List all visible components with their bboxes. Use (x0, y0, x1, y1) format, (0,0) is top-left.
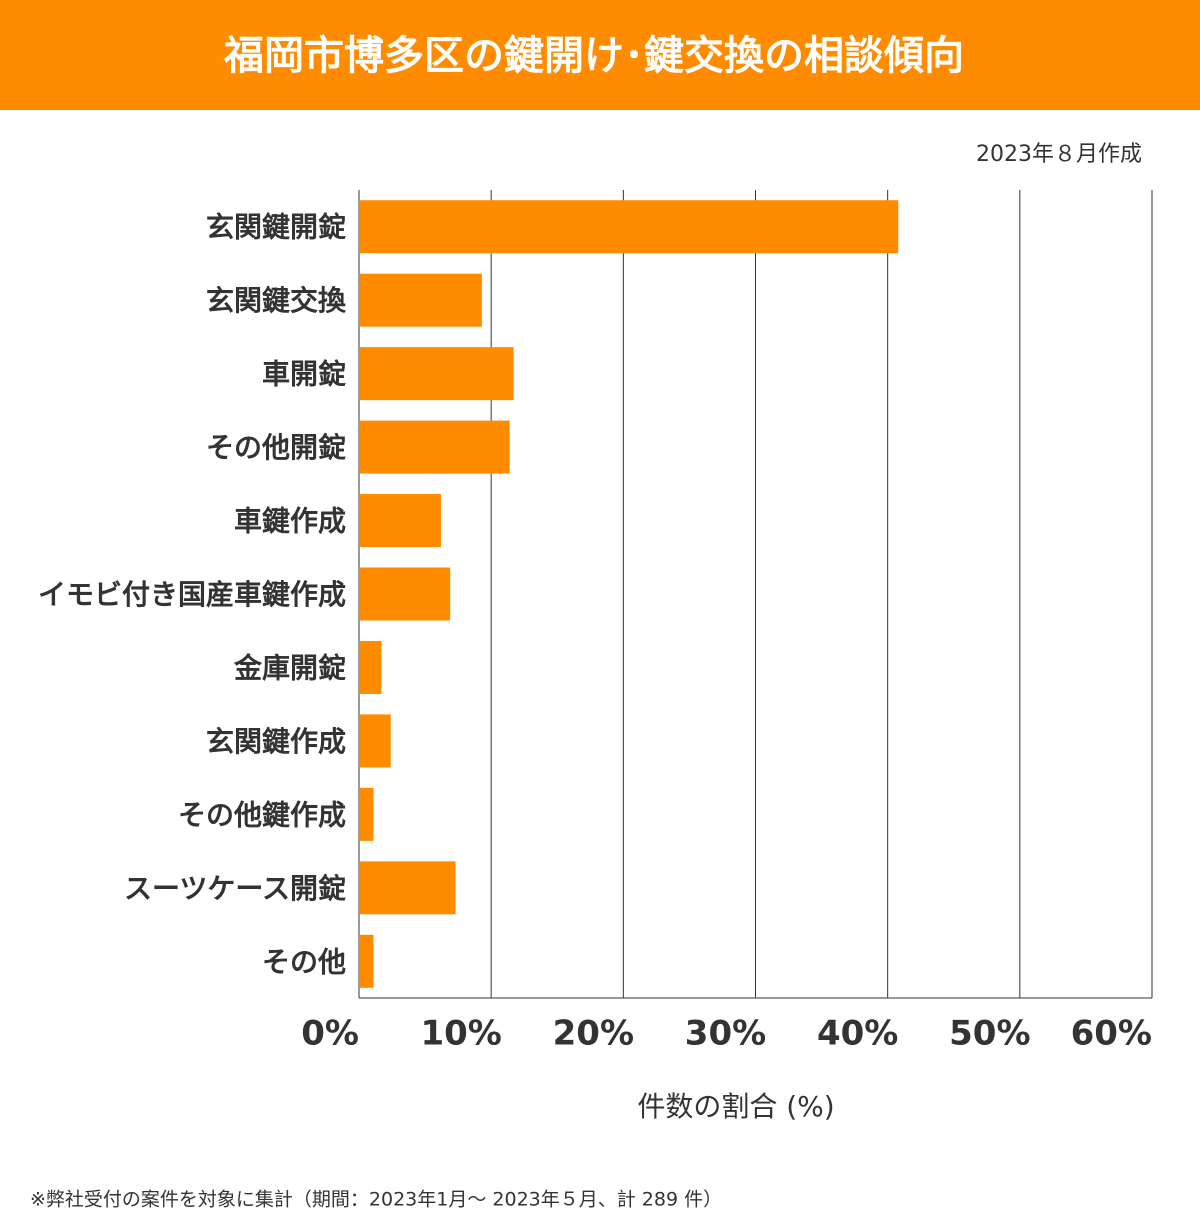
bar (359, 934, 374, 988)
y-tick-label: その他開錠 (206, 431, 346, 464)
x-tick-label: 60% (1071, 1014, 1152, 1054)
y-tick-label: その他 (262, 945, 346, 978)
y-tick-label: 玄関鍵交換 (206, 284, 347, 317)
header-band (0, 0, 1200, 110)
bar (359, 200, 899, 254)
x-tick-label: 30% (685, 1014, 766, 1054)
bar (359, 273, 482, 327)
y-tick-label: 車鍵作成 (234, 505, 346, 538)
y-tick-label: 車開錠 (262, 358, 346, 391)
subtitle: 2023年８月作成 (976, 142, 1142, 167)
y-tick-label: 金庫開錠 (233, 651, 346, 684)
bar (359, 567, 451, 621)
bar (359, 420, 510, 474)
x-axis-label: 件数の割合 (%) (637, 1090, 834, 1123)
y-tick-label: その他鍵作成 (178, 798, 346, 831)
footnote: ※弊社受付の案件を対象に集計（期間：2023年1月～ 2023年５月、計 289… (30, 1189, 722, 1211)
y-tick-label: 玄関鍵作成 (206, 725, 346, 758)
bar (359, 640, 382, 694)
x-tick-label: 20% (553, 1014, 634, 1054)
x-tick-label: 40% (817, 1014, 898, 1054)
y-tick-label: スーツケース開錠 (124, 872, 346, 905)
x-tick-label: 50% (949, 1014, 1030, 1054)
y-tick-label: 玄関鍵開錠 (206, 211, 346, 244)
x-tick-label: 10% (420, 1014, 501, 1054)
bar (359, 347, 514, 401)
chart-title: 福岡市博多区の鍵開け･鍵交換の相談傾向 (223, 33, 964, 79)
bar (359, 494, 441, 548)
bar (359, 861, 456, 915)
y-tick-label: イモビ付き国産車鍵作成 (38, 578, 346, 611)
bar (359, 787, 374, 841)
bar (359, 714, 391, 768)
x-tick-label: 0% (301, 1014, 359, 1054)
